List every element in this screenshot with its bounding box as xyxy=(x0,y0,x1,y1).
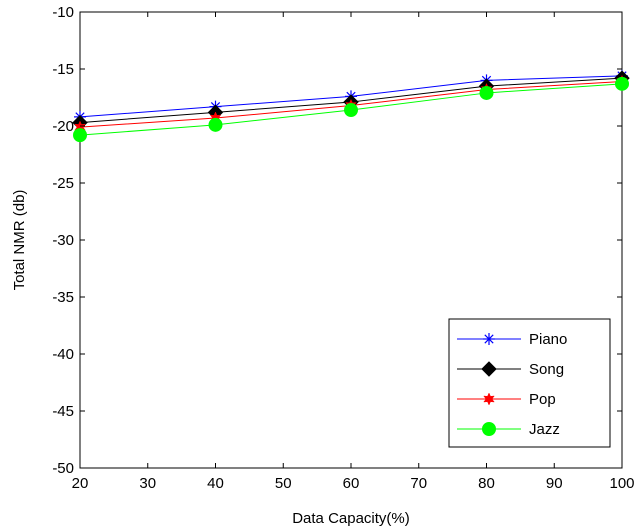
x-axis-label: Data Capacity(%) xyxy=(292,510,410,527)
legend-marker-pop xyxy=(483,392,495,406)
y-tick-label: -45 xyxy=(52,403,74,420)
legend-label-piano: Piano xyxy=(529,331,567,348)
x-tick-label: 90 xyxy=(546,475,563,492)
axis-ticks: 20 30 40 50 60 70 80 90 100 -10 -15 -20 -25 -30 -35 -40… xyxy=(52,4,634,492)
y-tick-label: -35 xyxy=(52,289,74,306)
x-tick-label: 30 xyxy=(139,475,156,492)
x-tick-label: 70 xyxy=(410,475,427,492)
data-point-jazz xyxy=(615,76,629,91)
y-axis-label: Total NMR (db) xyxy=(11,190,28,291)
y-tick-label: -10 xyxy=(52,4,74,21)
data-point-jazz xyxy=(479,85,494,100)
y-tick-label: -20 xyxy=(52,118,74,135)
x-tick-label: 40 xyxy=(207,475,224,492)
y-tick-label: -15 xyxy=(52,61,74,78)
legend: Piano Song Pop Jazz xyxy=(448,318,611,448)
legend-marker-song xyxy=(481,361,497,377)
x-tick-label: 100 xyxy=(609,475,634,492)
x-tick-label: 50 xyxy=(275,475,292,492)
y-tick-label: -25 xyxy=(52,175,74,192)
legend-label-song: Song xyxy=(529,361,564,378)
legend-box xyxy=(448,318,611,448)
x-tick-label: 80 xyxy=(478,475,495,492)
y-tick-label: -40 xyxy=(52,346,74,363)
legend-marker-jazz xyxy=(482,422,496,436)
data-point-jazz xyxy=(73,128,87,143)
legend-label-pop: Pop xyxy=(529,391,556,408)
x-tick-label: 20 xyxy=(72,475,89,492)
legend-marker-piano xyxy=(483,333,495,345)
legend-label-jazz: Jazz xyxy=(529,421,560,438)
data-point-jazz xyxy=(344,103,358,118)
x-tick-label: 60 xyxy=(343,475,360,492)
y-tick-label: -30 xyxy=(52,232,74,249)
data-point-jazz xyxy=(208,117,223,132)
y-tick-label: -50 xyxy=(52,460,74,477)
